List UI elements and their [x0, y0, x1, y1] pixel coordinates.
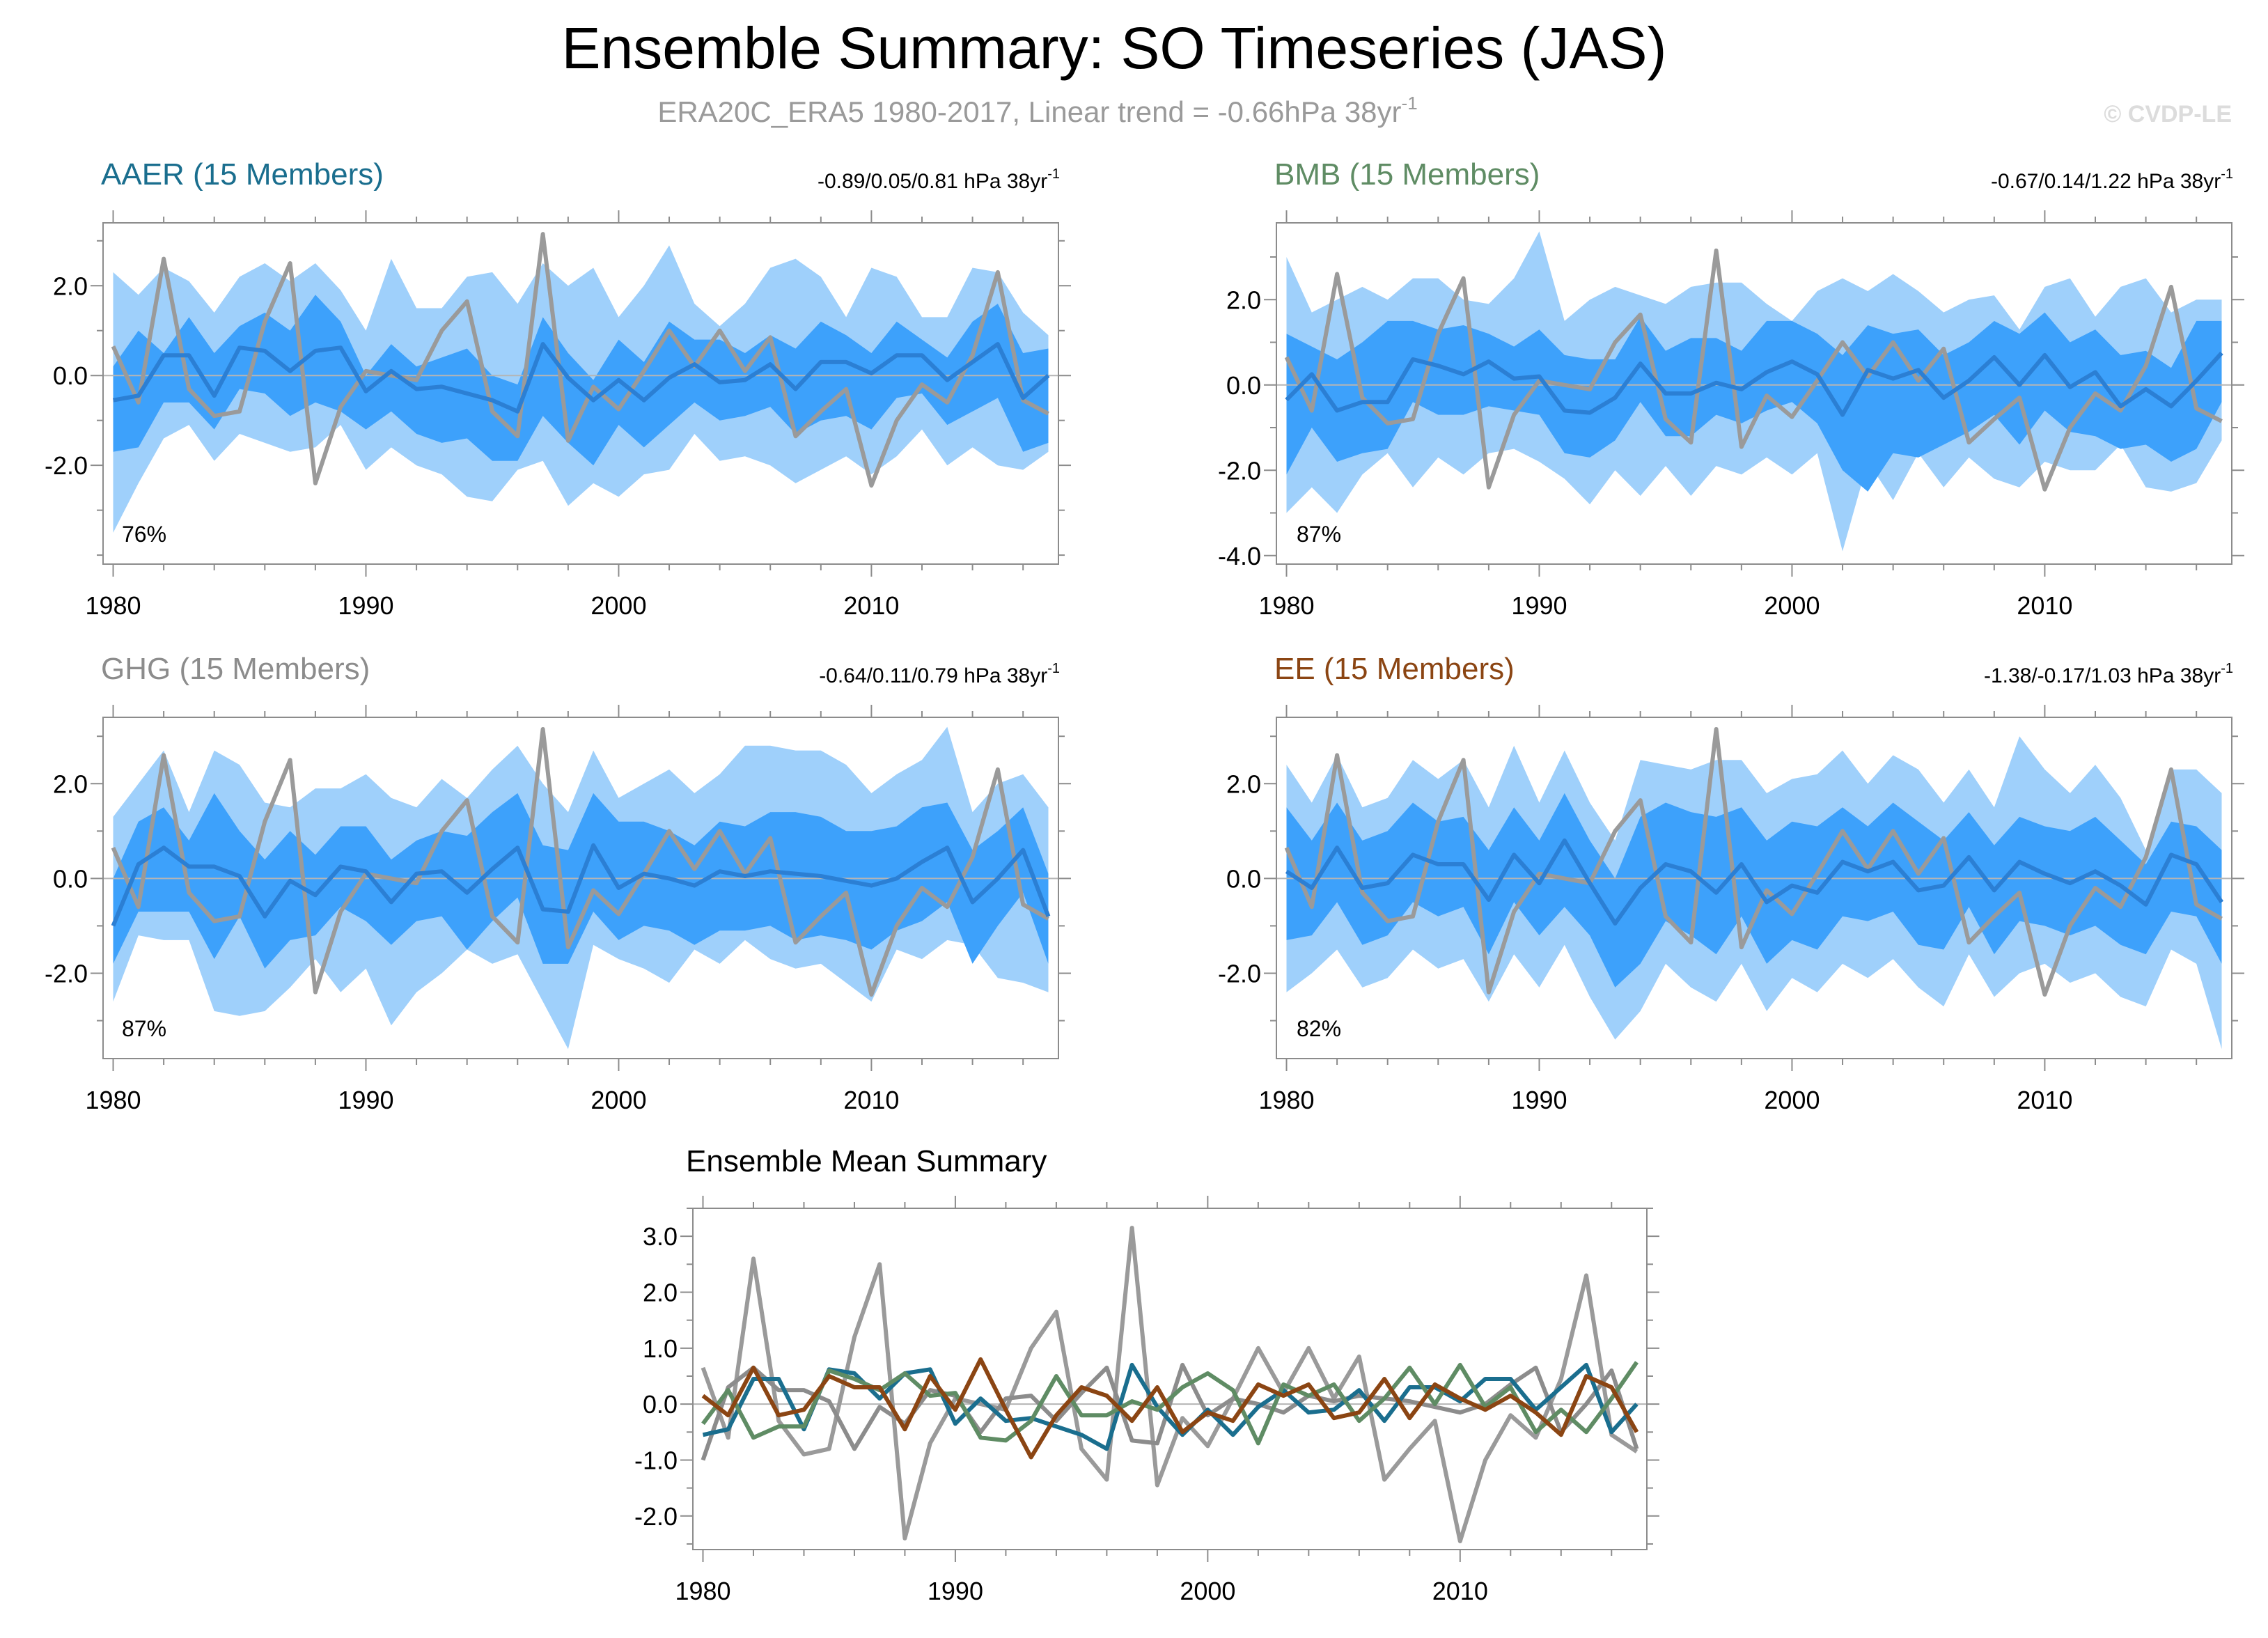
percent-label: 76%	[122, 522, 166, 547]
y-tick-label: 2.0	[53, 770, 88, 798]
x-tick-label: 2010	[843, 1086, 899, 1114]
plot-frame	[102, 222, 1059, 565]
y-tick-label: 0.0	[1226, 864, 1261, 893]
x-tick-label: 2010	[843, 591, 899, 620]
plot-frame	[692, 1208, 1648, 1550]
percent-label: 87%	[122, 1016, 166, 1041]
y-tick-label: 2.0	[1226, 770, 1261, 798]
trend-label-text: -1.38/-0.17/1.03 hPa 38yr	[1984, 664, 2221, 687]
x-tick-label: 2010	[1432, 1577, 1488, 1605]
x-tick-label: 2000	[1180, 1577, 1235, 1605]
inner-spread-band	[113, 295, 1049, 466]
y-tick-label: -2.0	[1218, 456, 1261, 485]
y-tick-label: -4.0	[1218, 542, 1261, 570]
copyright-watermark: © CVDP-LE	[2104, 101, 2232, 127]
ensemble-mean-line	[112, 342, 1050, 414]
series-line-bmb	[701, 1361, 1639, 1446]
trend-label-text: -0.67/0.14/1.22 hPa 38yr	[1991, 170, 2221, 193]
plot-frame	[1276, 717, 2232, 1059]
panel-title: GHG (15 Members)	[101, 652, 370, 686]
x-tick-label: 1990	[1511, 1086, 1567, 1114]
trend-label-text: -0.89/0.05/0.81 hPa 38yr	[818, 170, 1047, 193]
y-tick-label: 2.0	[53, 272, 88, 300]
y-tick-label: 2.0	[643, 1278, 678, 1306]
x-tick-label: 1980	[85, 1086, 141, 1114]
series-line-aaer	[702, 1362, 1639, 1451]
series-line-ee	[701, 1357, 1639, 1460]
figure-title: Ensemble Summary: SO Timeseries (JAS)	[561, 15, 1666, 81]
observed-series-line	[111, 727, 1049, 997]
figure-subtitle-text: ERA20C_ERA5 1980-2017, Linear trend = -0…	[657, 95, 1401, 128]
trend-label-superscript: -1	[1047, 166, 1060, 182]
y-tick-label: 0.0	[53, 864, 88, 893]
y-tick-label: 0.0	[53, 361, 88, 390]
x-tick-label: 1990	[1511, 591, 1567, 620]
x-tick-label: 1980	[1258, 1086, 1314, 1114]
panel-ensemble-mean: 1980 1990 2000 2010 -2.0 -1.0 0.0 1.0 2.0 3.0 Ense…	[634, 1144, 1659, 1605]
panel-title: BMB (15 Members)	[1274, 157, 1540, 192]
y-tick-label: -1.0	[634, 1446, 678, 1474]
inner-spread-band	[1286, 312, 2222, 492]
series-line-ghg	[701, 1362, 1639, 1461]
figure-subtitle: ERA20C_ERA5 1980-2017, Linear trend = -0…	[657, 93, 1417, 128]
panel-title: AAER (15 Members)	[101, 157, 384, 192]
panel-bmb: 1980 1990 2000 2010 -4.0 -2.0 0.0 2.0 BMB (15 Me…	[1218, 157, 2244, 620]
trend-label: -0.67/0.14/1.22 hPa 38yr-1	[1991, 166, 2233, 193]
y-tick-label: 0.0	[1226, 371, 1261, 400]
x-tick-label: 1980	[1258, 591, 1314, 620]
plot-frame	[1276, 222, 2232, 565]
trend-label-text: -0.64/0.11/0.79 hPa 38yr	[819, 664, 1047, 687]
x-tick-label: 2000	[591, 1086, 646, 1114]
trend-label-superscript: -1	[2221, 166, 2233, 182]
y-tick-label: -2.0	[45, 960, 88, 988]
x-tick-label: 1990	[928, 1577, 983, 1605]
y-tick-label: 3.0	[643, 1222, 678, 1251]
x-tick-label: 2000	[1764, 591, 1820, 620]
trend-label: -1.38/-0.17/1.03 hPa 38yr-1	[1984, 661, 2233, 687]
y-tick-label: -2.0	[1218, 960, 1261, 988]
x-tick-label: 1980	[85, 591, 141, 620]
observed-series-line	[1284, 248, 2223, 492]
inner-spread-band	[1286, 793, 2222, 988]
trend-label: -0.64/0.11/0.79 hPa 38yr-1	[819, 661, 1060, 687]
y-tick-label: 0.0	[643, 1390, 678, 1419]
figure-subtitle-superscript: -1	[1402, 93, 1418, 114]
observed-series-line	[111, 232, 1049, 488]
y-tick-label: -2.0	[634, 1502, 678, 1531]
panel-title: Ensemble Mean Summary	[686, 1144, 1047, 1178]
x-tick-label: 1990	[338, 1086, 393, 1114]
panel-ee: 1980 1990 2000 2010 -2.0 0.0 2.0 EE (15 Members…	[1218, 652, 2244, 1114]
percent-label: 82%	[1297, 1016, 1341, 1041]
x-tick-label: 2000	[1764, 1086, 1820, 1114]
x-tick-label: 1990	[338, 591, 393, 620]
trend-label-superscript: -1	[1047, 661, 1060, 676]
panel-ghg: 1980 1990 2000 2010 -2.0 0.0 2.0 GHG (15 Member…	[45, 652, 1071, 1114]
observed-series-line	[701, 1226, 1639, 1543]
y-tick-label: -2.0	[45, 451, 88, 480]
x-tick-label: 2010	[2017, 591, 2072, 620]
ensemble-mean-line	[1285, 838, 2223, 926]
x-tick-label: 1980	[675, 1577, 730, 1605]
trend-label: -0.89/0.05/0.81 hPa 38yr-1	[818, 166, 1060, 193]
plot-frame	[102, 717, 1059, 1059]
y-tick-label: 2.0	[1226, 286, 1261, 314]
panel-aaer: 1980 1990 2000 2010 -2.0 0.0 2.0 AAER (15 Membe…	[45, 157, 1071, 620]
ensemble-mean-line	[111, 843, 1051, 927]
y-tick-label: 1.0	[643, 1334, 678, 1363]
percent-label: 87%	[1297, 522, 1341, 547]
ensemble-mean-line	[1285, 351, 2223, 417]
panels: 1980 1990 2000 2010 -2.0 0.0 2.0 AAER (15 Membe…	[45, 157, 2244, 1605]
trend-label-superscript: -1	[2221, 661, 2233, 676]
x-tick-label: 2000	[591, 591, 646, 620]
x-tick-label: 2010	[2017, 1086, 2072, 1114]
panel-title: EE (15 Members)	[1274, 652, 1515, 686]
observed-series-line	[1284, 727, 2223, 997]
